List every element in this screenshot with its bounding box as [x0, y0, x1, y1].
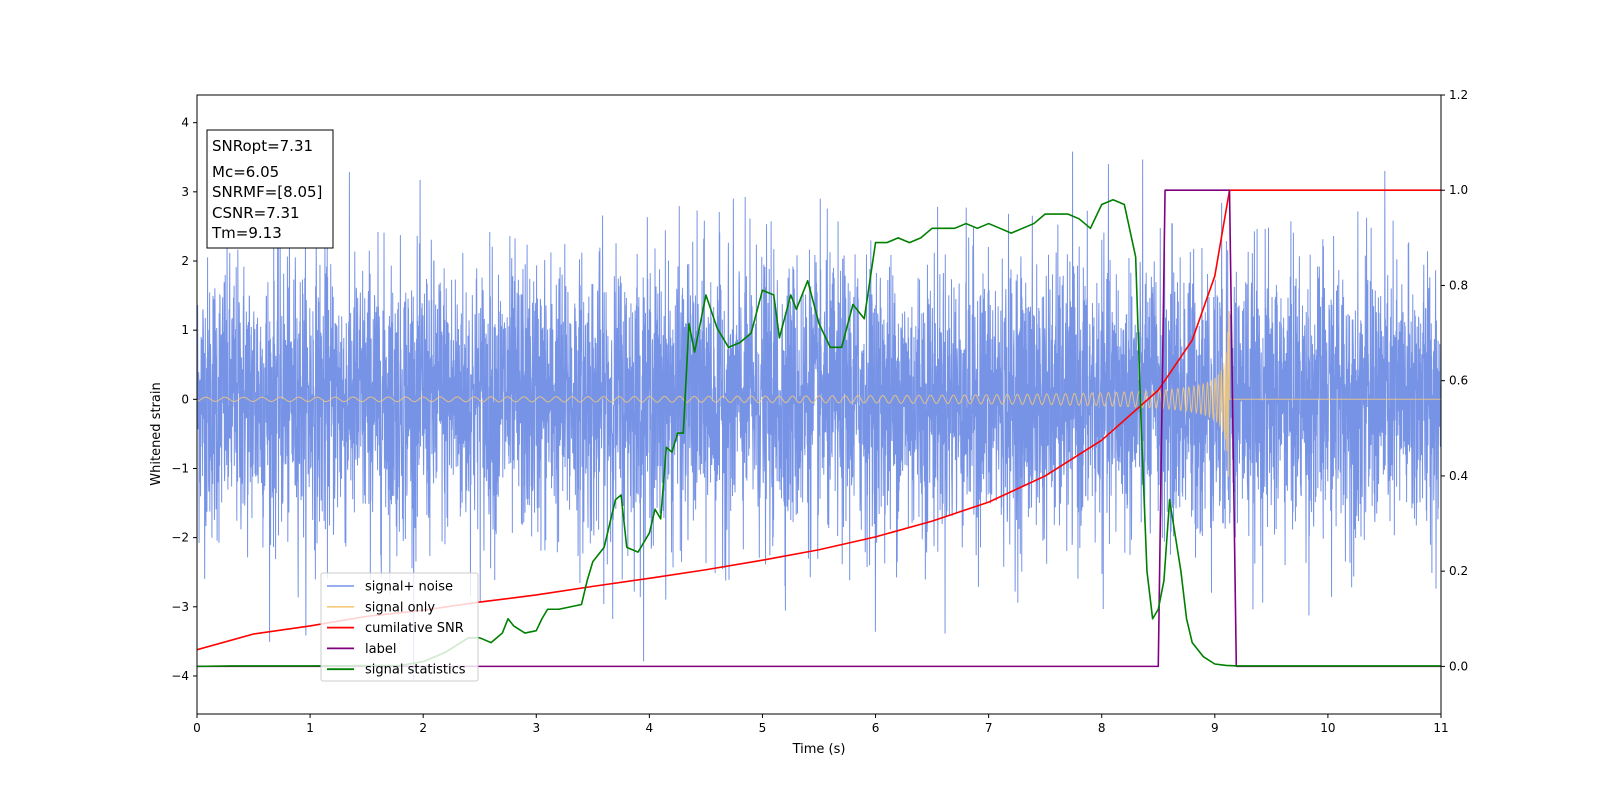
y2-tick-label: 0.0 — [1449, 659, 1468, 673]
y-tick-label: 3 — [181, 185, 189, 199]
legend-label: label — [365, 642, 396, 657]
legend: signal+ noise signal only cumilative SNR la… — [320, 572, 479, 682]
x-tick-label: 3 — [532, 721, 540, 735]
legend-label: signal+ noise — [365, 580, 453, 595]
y2-tick-label: 0.8 — [1449, 278, 1468, 292]
info-snr-mf: SNRMF=[8.05] — [212, 183, 322, 201]
y-axis-label: Whitened strain — [149, 382, 164, 485]
y-tick-label: −4 — [171, 669, 189, 683]
x-tick-label: 2 — [419, 721, 427, 735]
x-tick-label: 10 — [1320, 721, 1335, 735]
info-snr-opt: SNRopt=7.31 — [212, 137, 313, 155]
series-signal-statistics — [197, 198, 1441, 668]
x-tick-label: 11 — [1433, 721, 1448, 735]
info-box: SNRopt=7.31 Mc=6.05 SNRMF=[8.05] CSNR=7.… — [206, 129, 334, 249]
y2-tick-label: 0.2 — [1449, 564, 1468, 578]
x-axis-label: Time (s) — [792, 742, 846, 757]
y2-tick-label: 0.6 — [1449, 374, 1468, 388]
y2-tick-label: 1.2 — [1449, 88, 1468, 102]
y-tick-label: 4 — [181, 116, 189, 130]
y-tick-label: −1 — [171, 461, 189, 475]
x-tick-label: 9 — [1211, 721, 1219, 735]
y2-tick-label: 0.4 — [1449, 469, 1468, 483]
y-tick-label: 2 — [181, 254, 189, 268]
info-merger-time: Tm=9.13 — [211, 224, 282, 242]
x-tick-label: 8 — [1098, 721, 1106, 735]
legend-label: cumilative SNR — [365, 621, 464, 636]
y-tick-label: 0 — [181, 392, 189, 406]
axes-frame — [196, 94, 1442, 715]
y-tick-label: −2 — [171, 531, 189, 545]
info-csnr: CSNR=7.31 — [212, 204, 300, 222]
legend-label: signal only — [365, 600, 435, 615]
x-tick-label: 5 — [759, 721, 767, 735]
x-tick-label: 6 — [872, 721, 880, 735]
series-signal-only — [197, 311, 1441, 477]
y-tick-label: −3 — [171, 600, 189, 614]
x-tick-label: 7 — [985, 721, 993, 735]
axis-ticks: 0 1 2 3 4 5 6 7 8 9 10 1143210−1−2−3−41.21.00.80.60… — [171, 88, 1468, 735]
legend-label: signal statistics — [365, 663, 466, 678]
y-tick-label: 1 — [181, 323, 189, 337]
x-tick-label: 0 — [193, 721, 201, 735]
x-tick-label: 4 — [646, 721, 654, 735]
x-tick-label: 1 — [306, 721, 314, 735]
info-chirp-mass: Mc=6.05 — [212, 163, 279, 181]
y2-tick-label: 1.0 — [1449, 183, 1468, 197]
